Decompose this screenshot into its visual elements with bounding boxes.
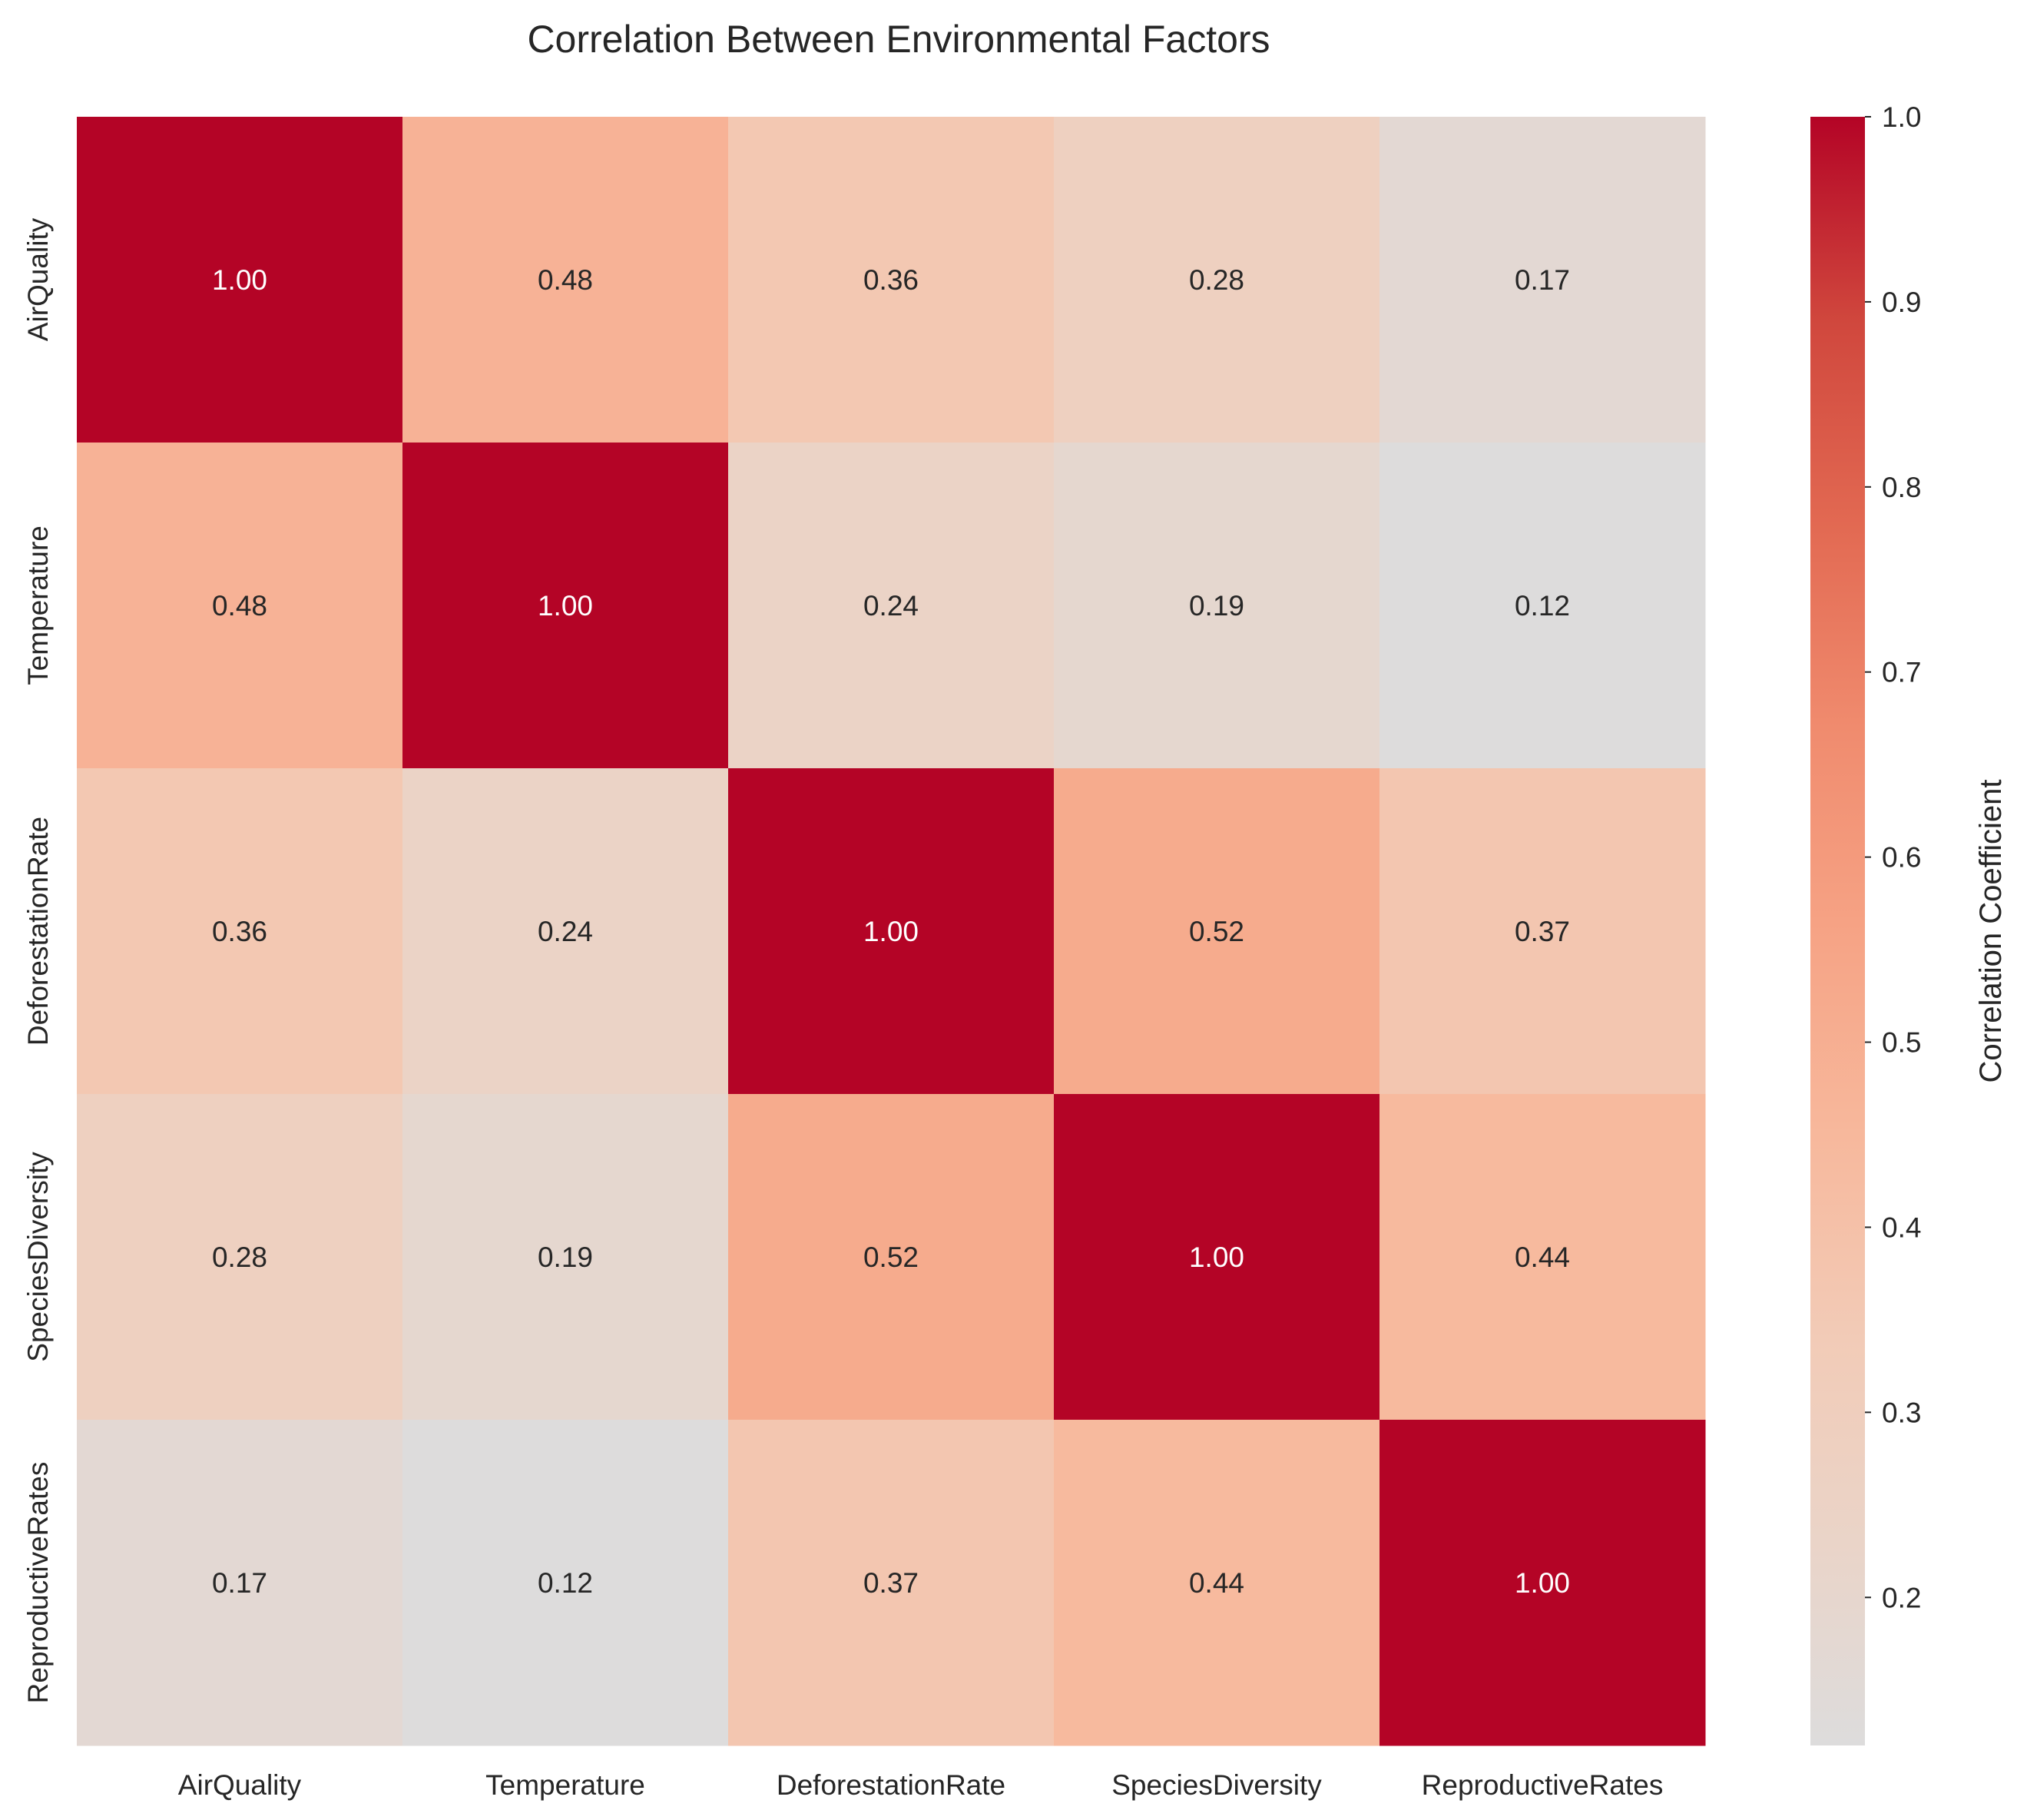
heatmap-cell	[402, 768, 729, 1095]
cell-value-label: 1.00	[1189, 1242, 1244, 1273]
x-tick-label: SpeciesDiversity	[1111, 1769, 1322, 1801]
cell-value-label: 0.17	[1515, 264, 1570, 296]
cell-value-label: 0.12	[538, 1567, 593, 1599]
cell-value-label: 0.52	[1189, 916, 1244, 947]
x-tick-label: Temperature	[485, 1769, 645, 1801]
cell-value-label: 0.19	[538, 1242, 593, 1273]
heatmap-cell	[728, 117, 1055, 443]
colorbar-label: Correlation Coefficient	[1974, 779, 2008, 1082]
x-tick-label: ReproductiveRates	[1422, 1769, 1664, 1801]
heatmap-cell	[728, 1420, 1055, 1746]
cell-value-label: 0.36	[212, 916, 267, 947]
heatmap-cell	[1379, 443, 1706, 769]
chart-title: Correlation Between Environmental Factor…	[527, 18, 1270, 61]
heatmap-cell	[77, 443, 403, 769]
cell-value-label: 0.28	[212, 1242, 267, 1273]
cell-value-label: 0.37	[863, 1567, 919, 1599]
colorbar-tick-label: 0.5	[1882, 1027, 1921, 1059]
cell-value-label: 1.00	[212, 264, 267, 296]
y-tick-label: Temperature	[22, 525, 54, 685]
heatmap-cell	[1054, 117, 1380, 443]
y-tick-label: ReproductiveRates	[22, 1462, 54, 1704]
colorbar-tick-label: 1.0	[1882, 101, 1921, 133]
heatmap-cell	[402, 117, 729, 443]
heatmap-cells	[77, 117, 1706, 1746]
cell-value-label: 0.44	[1515, 1242, 1570, 1273]
heatmap-cell	[1054, 1094, 1380, 1421]
x-tick-label: DeforestationRate	[777, 1769, 1005, 1801]
cell-value-label: 0.52	[863, 1242, 919, 1273]
x-tick-label: AirQuality	[178, 1769, 302, 1801]
cell-value-label: 1.00	[863, 916, 919, 947]
cell-value-label: 0.44	[1189, 1567, 1244, 1599]
colorbar-tick-label: 0.7	[1882, 657, 1921, 688]
heatmap-cell	[402, 1094, 729, 1421]
heatmap-cell	[77, 1420, 403, 1746]
heatmap-cell	[728, 1094, 1055, 1421]
y-tick-label: AirQuality	[22, 217, 54, 341]
cell-value-label: 0.48	[212, 590, 267, 622]
colorbar	[1810, 117, 1865, 1745]
cell-value-label: 0.36	[863, 264, 919, 296]
cell-value-label: 1.00	[538, 590, 593, 622]
cell-value-label: 0.28	[1189, 264, 1244, 296]
y-tick-label: DeforestationRate	[22, 817, 54, 1046]
heatmap-cell	[1379, 117, 1706, 443]
colorbar-tick-label: 0.4	[1882, 1212, 1921, 1243]
cell-value-label: 0.12	[1515, 590, 1570, 622]
heatmap-cell	[402, 443, 729, 769]
heatmap-cell	[1379, 1420, 1706, 1746]
heatmap-cell	[1379, 1094, 1706, 1421]
heatmap-cell	[1379, 768, 1706, 1095]
colorbar-tick-label: 0.2	[1882, 1582, 1921, 1613]
heatmap-cell	[77, 1094, 403, 1421]
colorbar-tick-label: 0.6	[1882, 842, 1921, 874]
heatmap-cell	[1054, 1420, 1380, 1746]
cell-value-label: 0.48	[538, 264, 593, 296]
heatmap-cell	[77, 768, 403, 1095]
colorbar-tick-label: 0.9	[1882, 287, 1921, 318]
heatmap-cell	[728, 768, 1055, 1095]
heatmap-cell-labels: 1.00 0.48 0.36 0.28 0.17 0.48 1.00 0.24 0.19 0.12…	[212, 264, 1570, 1599]
cell-value-label: 0.24	[538, 916, 593, 947]
cell-value-label: 1.00	[1515, 1567, 1570, 1599]
heatmap-cell	[77, 117, 403, 443]
heatmap-cell	[1054, 443, 1380, 769]
heatmap-cell	[1054, 768, 1380, 1095]
heatmap-cell	[402, 1420, 729, 1746]
y-axis-tick-labels: AirQuality Temperature DeforestationRate Sp…	[22, 217, 54, 1703]
colorbar-tick-label: 0.3	[1882, 1397, 1921, 1428]
x-axis-tick-labels: AirQuality Temperature DeforestationRate Sp…	[178, 1769, 1664, 1801]
colorbar-tick-label: 0.8	[1882, 472, 1921, 503]
cell-value-label: 0.24	[863, 590, 919, 622]
y-tick-label: SpeciesDiversity	[22, 1152, 54, 1362]
colorbar-ticks: 1.0 0.9 0.8 0.7 0.6 0.5 0.4 0.3 0.2	[1865, 101, 1921, 1613]
heatmap-cell	[728, 443, 1055, 769]
cell-value-label: 0.19	[1189, 590, 1244, 622]
cell-value-label: 0.17	[212, 1567, 267, 1599]
cell-value-label: 0.37	[1515, 916, 1570, 947]
